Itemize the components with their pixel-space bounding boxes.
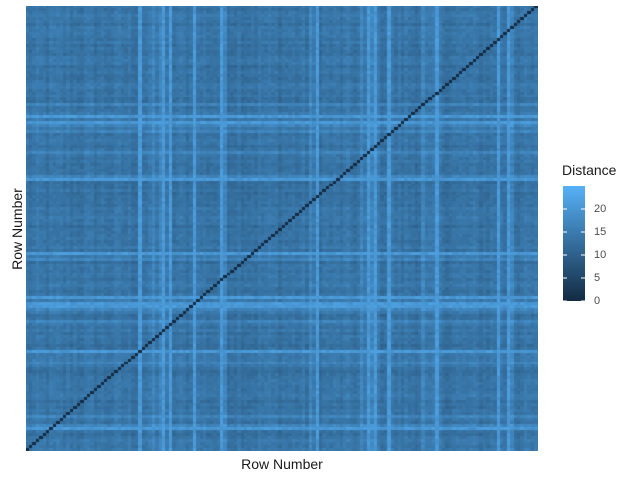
heatmap-marks bbox=[26, 6, 538, 451]
legend-tick-label: 0 bbox=[594, 295, 601, 307]
legend-tick-label: 20 bbox=[594, 203, 607, 215]
x-axis-title: Row Number bbox=[241, 456, 323, 472]
y-axis-title: Row Number bbox=[9, 188, 25, 270]
legend: Distance 0 5 10 15 20 bbox=[560, 160, 634, 310]
legend-tick-label: 5 bbox=[594, 272, 601, 284]
legend-title: Distance bbox=[562, 162, 617, 178]
legend-tick-marks bbox=[563, 208, 585, 302]
legend-tick-label: 15 bbox=[594, 226, 607, 238]
legend-colorbar bbox=[563, 186, 585, 301]
heatmap-plot-area bbox=[26, 6, 538, 451]
heatmap-cells bbox=[26, 6, 538, 451]
legend-tick-label: 10 bbox=[594, 249, 607, 261]
